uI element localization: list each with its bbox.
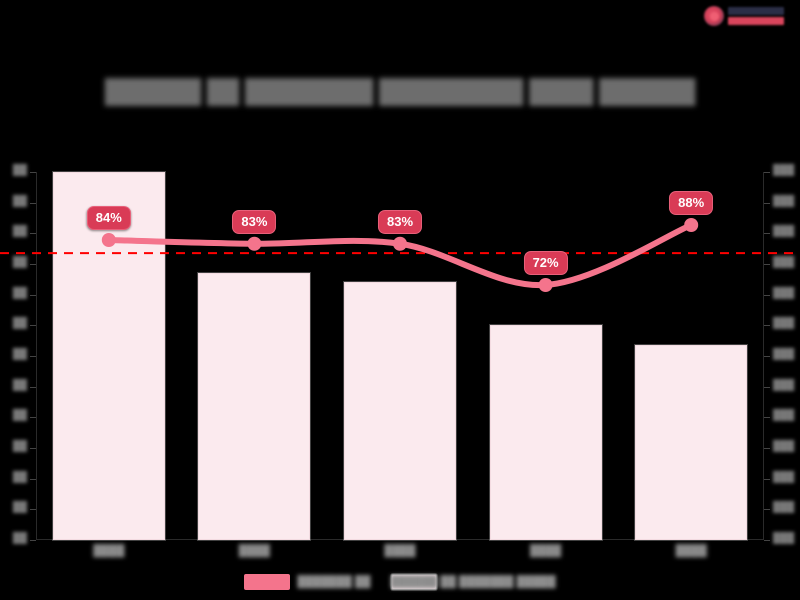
legend-item[interactable]: ███████ ██ — [234, 574, 380, 590]
y-axis-left-tick — [30, 294, 36, 296]
y-axis-left-tick — [30, 202, 36, 204]
line-series-point[interactable] — [101, 233, 116, 247]
y-axis-right-tick — [764, 264, 770, 265]
legend-item-label: ███████ ██ — [297, 576, 371, 588]
y-axis-right-tick-label: ███ — [773, 471, 795, 483]
x-axis-tick-label: ████ — [384, 545, 416, 557]
y-axis-right-tick-label: ███ — [773, 533, 795, 544]
y-axis-left-tick-label: ██ — [12, 410, 27, 422]
y-axis-left-tick — [30, 172, 36, 173]
y-axis-right-tick-label: ███ — [773, 410, 795, 422]
bar[interactable] — [489, 324, 602, 540]
line-series-point[interactable] — [684, 218, 699, 232]
y-axis-right-tick — [764, 356, 770, 357]
y-axis-right-tick-label: ███ — [773, 257, 795, 268]
y-axis-left-tick-label: ██ — [12, 379, 27, 391]
bar[interactable] — [635, 344, 748, 540]
chart-legend: ███████ ██ ██████ ██ ███████ █████ — [0, 574, 800, 590]
brand-logo[interactable] — [704, 2, 790, 30]
y-axis-left — [36, 172, 37, 540]
chart-title: ██████ ██ ████████ █████████ ████ ██████ — [104, 78, 696, 104]
y-axis-right-tick — [764, 540, 770, 541]
y-axis-left-tick-label: ██ — [12, 318, 27, 330]
y-axis-right — [763, 172, 764, 540]
y-axis-left-tick-label: ██ — [12, 226, 27, 238]
line-series-data-label: 84% — [86, 206, 131, 230]
y-axis-left-tick — [30, 233, 36, 235]
y-axis-right-tick — [764, 417, 770, 419]
y-axis-left-tick-label: ██ — [12, 533, 27, 544]
line-series-data-label: 72% — [523, 251, 568, 275]
y-axis-left-tick-label: ██ — [12, 287, 27, 299]
y-axis-left-tick — [30, 509, 36, 511]
y-axis-left-tick — [30, 356, 36, 357]
y-axis-left-tick — [30, 264, 36, 265]
line-series-data-label: 83% — [232, 209, 277, 234]
x-axis-tick-label: ████ — [530, 545, 562, 557]
y-axis-right-tick-label: ███ — [773, 226, 795, 238]
y-axis-left-tick — [30, 478, 36, 480]
brand-logo-icon — [704, 6, 724, 26]
y-axis-right-tick — [764, 448, 770, 449]
line-series-data-label: 88% — [669, 191, 714, 215]
y-axis-left-tick-label: ██ — [12, 471, 27, 483]
line-series-path — [105, 222, 695, 289]
legend-item[interactable]: ██████ ██ ███████ █████ — [381, 574, 566, 590]
line-series-data-label: 83% — [377, 209, 423, 234]
x-axis-tick-label: ████ — [93, 545, 125, 557]
y-axis-left-tick — [30, 448, 36, 449]
line-series-overlay — [0, 218, 800, 292]
y-axis-right-tick-label: ███ — [773, 287, 795, 299]
y-axis-right-tick-label: ███ — [773, 379, 795, 391]
y-axis-right-tick — [764, 202, 770, 204]
y-axis-left-tick — [30, 540, 36, 541]
brand-logo-wordmark-line2 — [728, 17, 784, 25]
y-axis-right-tick — [764, 172, 770, 173]
y-axis-right-tick-label: ███ — [773, 502, 795, 514]
bar[interactable] — [344, 282, 456, 540]
y-axis-left-tick-label: ██ — [12, 257, 27, 268]
y-axis-left-tick-label: ██ — [12, 441, 27, 452]
y-axis-right-tick-label: ███ — [773, 318, 795, 330]
y-axis-left-tick-label: ██ — [12, 349, 27, 360]
y-axis-left-tick-label: ██ — [12, 502, 27, 514]
brand-logo-wordmark-line1 — [728, 7, 784, 15]
y-axis-left-tick — [30, 325, 36, 327]
x-axis-tick-label: ████ — [675, 545, 707, 557]
y-axis-right-tick — [764, 478, 770, 480]
legend-swatch-icon — [390, 574, 437, 590]
line-series-point[interactable] — [538, 278, 553, 292]
line-series-points — [101, 218, 699, 292]
line-series-point[interactable] — [247, 236, 262, 251]
y-axis-right-tick — [764, 509, 770, 511]
legend-swatch-icon — [244, 574, 291, 590]
y-axis-right-tick-label: ███ — [773, 165, 795, 176]
y-axis-left-tick — [30, 417, 36, 419]
y-axis-right-tick — [764, 386, 770, 388]
bar[interactable] — [198, 273, 311, 540]
line-series-point[interactable] — [393, 236, 407, 251]
y-axis-left-tick-label: ██ — [12, 165, 27, 176]
y-axis-right-tick — [764, 294, 770, 296]
y-axis-right-tick-label: ███ — [773, 195, 795, 207]
chart-plot-area: ██ ██ ██ ██ ██ ██ ██ ██ ██ ██ ██ ██ ██ ███ ███ ███ ███ █… — [0, 165, 800, 557]
y-axis-right-tick — [764, 325, 770, 327]
y-axis-right-tick-label: ███ — [773, 441, 795, 452]
y-axis-right-tick — [764, 233, 770, 235]
y-axis-left-tick-label: ██ — [12, 195, 27, 207]
y-axis-left-tick — [30, 386, 36, 388]
x-axis-tick-label: ████ — [238, 545, 270, 557]
legend-item-label: ██████ ██ ███████ █████ — [390, 576, 556, 588]
y-axis-right-tick-label: ███ — [773, 349, 795, 360]
brand-logo-wordmark — [728, 7, 784, 25]
